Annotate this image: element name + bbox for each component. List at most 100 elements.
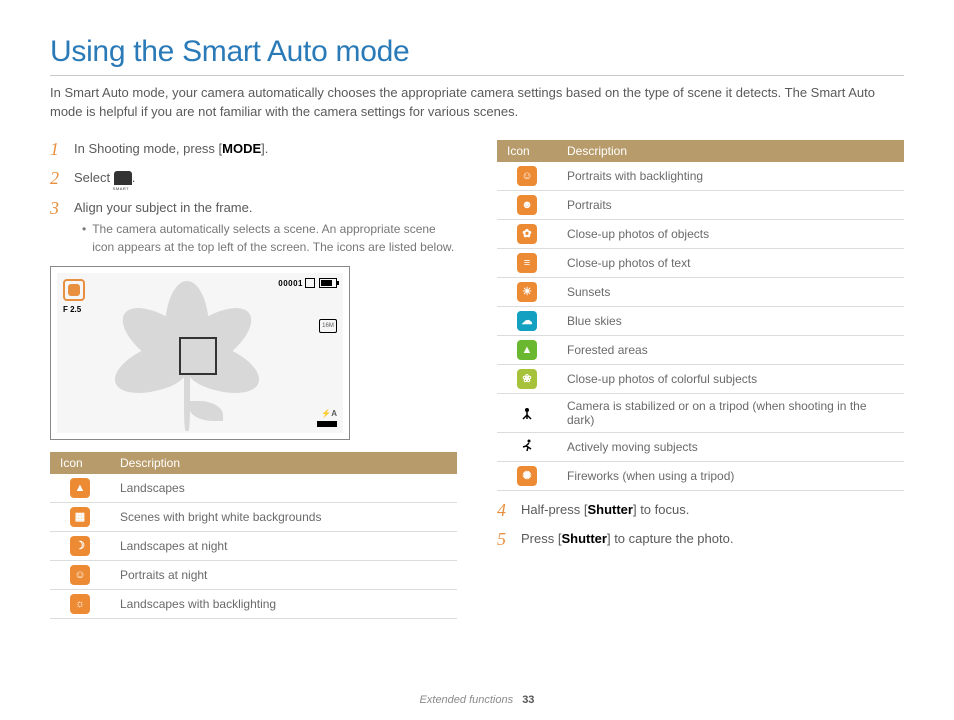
smart-auto-icon	[114, 171, 132, 185]
step-number-3: 3	[50, 199, 64, 256]
table-row: ☺ Portraits at night	[50, 561, 457, 590]
page-title: Using the Smart Auto mode	[50, 35, 904, 76]
step-3-note: • The camera automatically selects a sce…	[74, 221, 457, 256]
scene-icon: ▲	[517, 340, 537, 360]
table-row: ▦ Scenes with bright white backgrounds	[50, 503, 457, 532]
step-4-text-pre: Half-press [	[521, 502, 587, 517]
scene-description: Landscapes at night	[110, 532, 457, 561]
scene-icon-cell: ✺	[497, 461, 557, 490]
focus-box-icon	[179, 337, 217, 375]
scene-icon: ▲	[70, 478, 90, 498]
table-row: ✿ Close-up photos of objects	[497, 219, 904, 248]
camera-screen-mock: F 2.5 00001 16M ⚡A	[50, 266, 350, 440]
scene-icon-cell: ☺	[50, 561, 110, 590]
step-2-text-pre: Select	[74, 170, 114, 185]
scene-description: Landscapes	[110, 474, 457, 503]
step-number-2: 2	[50, 169, 64, 189]
table-row: ▲ Forested areas	[497, 335, 904, 364]
step-5-text-pre: Press [	[521, 531, 561, 546]
table-row: ☼ Landscapes with backlighting	[50, 590, 457, 619]
scene-icon: ≡	[517, 253, 537, 273]
table-row: ▲ Landscapes	[50, 474, 457, 503]
scene-icon-cell: ☻	[497, 190, 557, 219]
shutter-key: Shutter	[587, 502, 633, 517]
scene-icon-cell: ≡	[497, 248, 557, 277]
table-row: ☺ Portraits with backlighting	[497, 162, 904, 191]
scene-description: Blue skies	[557, 306, 904, 335]
footer-page-number: 33	[522, 694, 534, 706]
step-5-text-post: ] to capture the photo.	[607, 531, 733, 546]
step-number-4: 4	[497, 501, 511, 521]
icon-table-right: Icon Description ☺ Portraits with backlig…	[497, 140, 904, 491]
scene-description: Forested areas	[557, 335, 904, 364]
scene-icon-cell: ☺	[497, 162, 557, 191]
mode-key: MODE	[222, 141, 261, 156]
scene-description: Portraits at night	[110, 561, 457, 590]
scene-icon-cell	[497, 432, 557, 461]
resolution-icon: 16M	[319, 319, 337, 333]
flash-auto-icon: ⚡A	[317, 411, 337, 427]
step-5: Press [Shutter] to capture the photo.	[521, 530, 904, 550]
table-row: ≡Close-up photos of text	[497, 248, 904, 277]
scene-description: Landscapes with backlighting	[110, 590, 457, 619]
table-header-desc: Description	[557, 140, 904, 162]
table-row: Camera is stabilized or on a tripod (whe…	[497, 393, 904, 432]
scene-icon: ☽	[70, 536, 90, 556]
table-row: ☽ Landscapes at night	[50, 532, 457, 561]
scene-icon-cell: ❀	[497, 364, 557, 393]
scene-icon-cell: ▦	[50, 503, 110, 532]
scene-icon-cell: ▲	[497, 335, 557, 364]
table-row: Actively moving subjects	[497, 432, 904, 461]
battery-icon	[319, 278, 337, 288]
footer-section: Extended functions	[420, 694, 514, 706]
scene-icon: ❀	[517, 369, 537, 389]
scene-icon: ☺	[517, 166, 537, 186]
scene-icon-cell: ▲	[50, 474, 110, 503]
scene-icon: ☀	[517, 282, 537, 302]
table-row: ❀Close-up photos of colorful subjects	[497, 364, 904, 393]
scene-icon: ☼	[70, 594, 90, 614]
icon-table-left: Icon Description ▲Landscapes▦Scenes with…	[50, 452, 457, 619]
scene-description: Fireworks (when using a tripod)	[557, 461, 904, 490]
scene-description: Actively moving subjects	[557, 432, 904, 461]
table-row: ✺ Fireworks (when using a tripod)	[497, 461, 904, 490]
step-4-text-post: ] to focus.	[633, 502, 689, 517]
scene-description: Close-up photos of objects	[557, 219, 904, 248]
scene-icon-cell: ☁	[497, 306, 557, 335]
scene-icon-cell: ✿	[497, 219, 557, 248]
left-column: 1 In Shooting mode, press [MODE]. 2 Sele…	[50, 140, 457, 630]
step-2: Select .	[74, 169, 457, 189]
step-2-text-post: .	[132, 170, 136, 185]
scene-description: Scenes with bright white backgrounds	[110, 503, 457, 532]
step-number-1: 1	[50, 140, 64, 160]
right-column: Icon Description ☺ Portraits with backlig…	[497, 140, 904, 630]
intro-paragraph: In Smart Auto mode, your camera automati…	[50, 84, 904, 122]
scene-icon: ☺	[70, 565, 90, 585]
scene-icon: ☻	[517, 195, 537, 215]
scene-description: Portraits with backlighting	[557, 162, 904, 191]
step-3: Align your subject in the frame. • The c…	[74, 199, 457, 256]
scene-icon	[517, 437, 537, 457]
table-header-icon: Icon	[497, 140, 557, 162]
page-footer: Extended functions 33	[0, 694, 954, 706]
step-number-5: 5	[497, 530, 511, 550]
scene-icon: ✿	[517, 224, 537, 244]
shot-counter: 00001	[278, 279, 303, 288]
step-3-text: Align your subject in the frame.	[74, 200, 252, 215]
scene-icon: ✺	[517, 466, 537, 486]
scene-description: Camera is stabilized or on a tripod (whe…	[557, 393, 904, 432]
scene-icon-cell	[497, 393, 557, 432]
step-1: In Shooting mode, press [MODE].	[74, 140, 457, 160]
card-icon	[305, 278, 315, 288]
scene-icon: ▦	[70, 507, 90, 527]
shutter-key: Shutter	[561, 531, 607, 546]
table-row: ☀Sunsets	[497, 277, 904, 306]
scene-icon-cell: ☀	[497, 277, 557, 306]
step-1-text-post: ].	[261, 141, 268, 156]
scene-icon	[517, 403, 537, 423]
scene-icon-cell: ☽	[50, 532, 110, 561]
table-header-icon: Icon	[50, 452, 110, 474]
step-3-note-text: The camera automatically selects a scene…	[92, 221, 457, 256]
scene-icon: ☁	[517, 311, 537, 331]
scene-description: Portraits	[557, 190, 904, 219]
